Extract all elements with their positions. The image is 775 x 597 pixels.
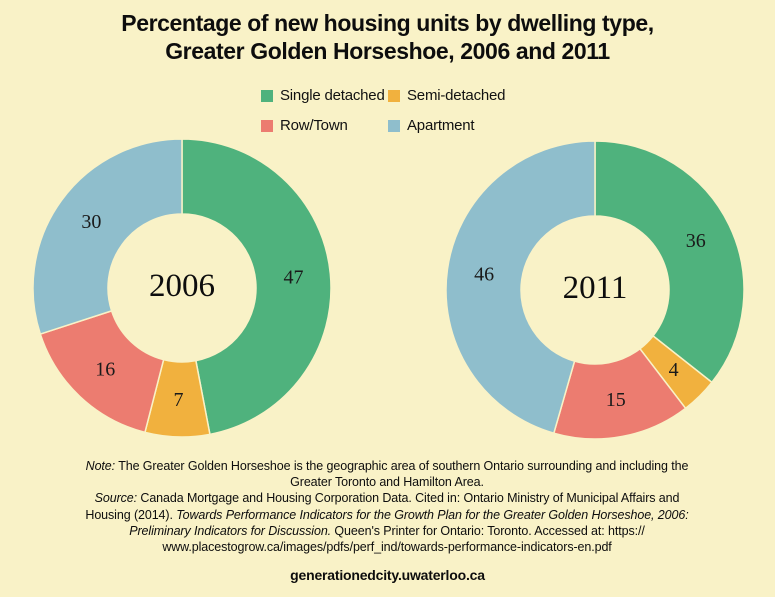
legend-swatch-apartment — [388, 119, 400, 132]
donut-center-label-2006: 2006 — [149, 268, 215, 304]
slice-value-label-single-detached: 47 — [284, 267, 304, 289]
footnote-italic-text: Towards Performance Indicators for the G… — [176, 507, 689, 522]
donut-slice-apartment — [445, 140, 596, 435]
slice-value-label-row-town: 16 — [95, 359, 115, 381]
legend-label-single-detached: Single detached — [280, 87, 385, 104]
footnote-line: Housing (2014). Towards Performance Indi… — [37, 507, 737, 523]
legend-label-apartment: Apartment — [407, 117, 475, 134]
legend-item-row-town: Row/Town — [261, 117, 348, 134]
legend-swatch-single-detached — [261, 89, 273, 102]
slice-value-label-semi-detached: 4 — [669, 359, 679, 381]
slice-value-label-apartment: 30 — [81, 211, 101, 233]
footnote-text: www.placestogrow.ca/images/pdfs/perf_ind… — [162, 540, 612, 555]
footnote-line: www.placestogrow.ca/images/pdfs/perf_ind… — [37, 539, 737, 555]
slice-value-label-single-detached: 36 — [686, 230, 706, 252]
footnote-text: Greater Toronto and Hamilton Area. — [290, 475, 484, 490]
donut-slice-single-detached — [181, 138, 332, 436]
footnote-text: Queen's Printer for Ontario: Toronto. Ac… — [331, 523, 645, 538]
footnote-line: Note: The Greater Golden Horseshoe is th… — [37, 458, 737, 474]
footnote-italic-text: Source: — [94, 491, 138, 506]
chart-title-line1: Percentage of new housing units by dwell… — [121, 10, 654, 36]
website-label: generationedcity.uwaterloo.ca — [290, 567, 485, 583]
donut-slice-single-detached — [594, 140, 745, 384]
footnote-italic-text: Preliminary Indicators for Discussion. — [129, 523, 332, 538]
donut-slice-apartment — [32, 138, 183, 335]
legend-item-single-detached: Single detached — [261, 87, 385, 104]
legend-swatch-row-town — [261, 119, 273, 132]
chart-title-line2: Greater Golden Horseshoe, 2006 and 2011 — [165, 38, 610, 64]
donut-center-label-2011: 2011 — [562, 270, 628, 306]
footnote-text: Housing (2014). — [85, 507, 177, 522]
donut-chart-2011: 36 4 15 46 — [445, 140, 745, 440]
footnote-line: Source: Canada Mortgage and Housing Corp… — [37, 490, 737, 506]
footnote-text: Canada Mortgage and Housing Corporation … — [137, 491, 680, 506]
footnote-line: Preliminary Indicators for Discussion. Q… — [37, 523, 737, 539]
slice-value-label-apartment: 46 — [474, 263, 494, 285]
slice-value-label-semi-detached: 7 — [174, 389, 184, 411]
footnote-line: Greater Toronto and Hamilton Area. — [37, 474, 737, 490]
footnote-italic-text: Note: — [85, 459, 116, 473]
footnote-text: The Greater Golden Horseshoe is the geog… — [115, 459, 689, 473]
legend-item-apartment: Apartment — [388, 117, 475, 134]
donut-chart-2006: 47 7 16 30 — [32, 138, 332, 438]
footnote: Note: The Greater Golden Horseshoe is th… — [37, 458, 737, 555]
legend-swatch-semi-detached — [388, 89, 400, 102]
legend-label-semi-detached: Semi-detached — [407, 87, 506, 104]
chart-title: Percentage of new housing units by dwell… — [0, 9, 775, 65]
slice-value-label-row-town: 15 — [606, 389, 626, 411]
legend-item-semi-detached: Semi-detached — [388, 87, 505, 104]
legend-label-row-town: Row/Town — [280, 117, 348, 134]
